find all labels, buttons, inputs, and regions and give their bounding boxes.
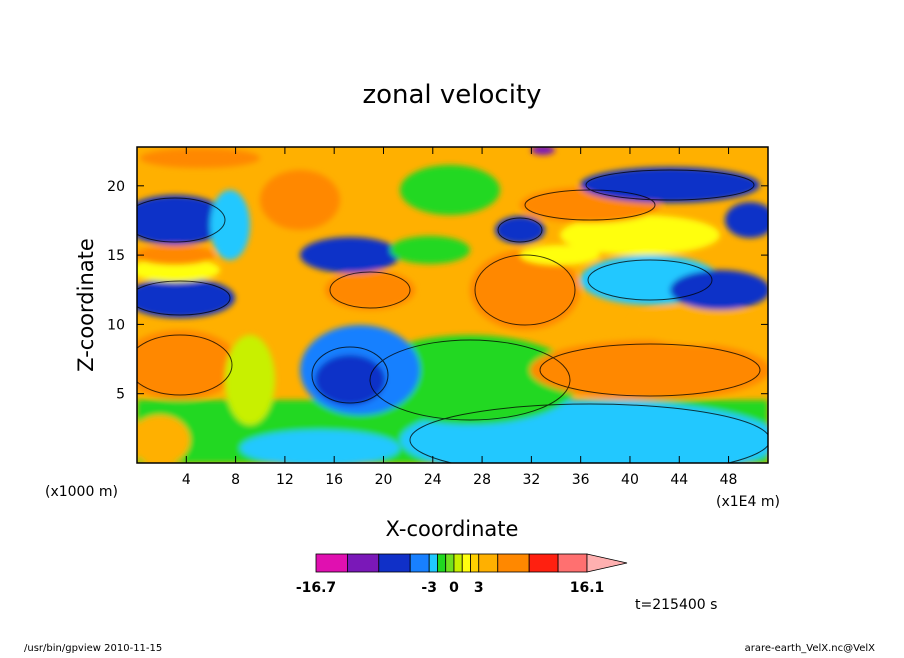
colorbar-segment bbox=[497, 553, 530, 573]
colorbar-tick-label: -3 bbox=[421, 580, 437, 596]
region-upper-blue-spot bbox=[495, 216, 545, 244]
x-tick-label: 48 bbox=[720, 472, 738, 488]
plot-frame bbox=[136, 146, 769, 464]
time-label: t=215400 s bbox=[635, 597, 717, 613]
region-mid-green-band bbox=[390, 236, 470, 264]
colorbar-segment bbox=[378, 553, 411, 573]
region-mid-yellow-band bbox=[520, 245, 600, 265]
contour-field bbox=[137, 147, 768, 463]
colorbar-segment bbox=[315, 553, 348, 573]
region-right-yellow bbox=[630, 305, 768, 345]
x-tick-label: 44 bbox=[670, 472, 688, 488]
colorbar-segment bbox=[428, 553, 438, 573]
x-axis: 4 8 12 16 20 24 28 32 36 40 44 48 bbox=[182, 147, 738, 488]
footer-left: /usr/bin/gpview 2010-11-15 bbox=[24, 643, 162, 654]
colorbar-segment bbox=[437, 553, 447, 573]
contour-lines bbox=[137, 169, 768, 463]
region-right-blue bbox=[670, 270, 768, 310]
colorbar-segment bbox=[470, 553, 480, 573]
region-upper-left-blue bbox=[137, 195, 230, 245]
region-left-yellow bbox=[225, 335, 275, 425]
colorbar-segment bbox=[478, 553, 499, 573]
chart-title: zonal velocity bbox=[362, 80, 541, 110]
colorbar-segment bbox=[409, 553, 430, 573]
y-tick-label: 15 bbox=[107, 248, 125, 264]
colorbar-tick-label: 0 bbox=[449, 580, 459, 596]
colorbar-segment bbox=[346, 553, 380, 573]
region-left-orange bbox=[137, 330, 240, 400]
region-right-yellow-band bbox=[560, 215, 720, 255]
x-unit-label: (x1E4 m) bbox=[716, 494, 780, 510]
x-tick-label: 8 bbox=[231, 472, 240, 488]
y-tick-label: 20 bbox=[107, 179, 125, 195]
region-top-blue bbox=[580, 167, 760, 203]
x-axis-title: X-coordinate bbox=[386, 517, 519, 541]
y-tick-label: 5 bbox=[116, 387, 125, 403]
colorbar-segment bbox=[557, 553, 588, 573]
x-tick-label: 28 bbox=[473, 472, 491, 488]
colorbar-tick-labels: -3 0 3 bbox=[421, 580, 483, 596]
colorbar-tick-label: 3 bbox=[474, 580, 484, 596]
region-top-right-blue bbox=[725, 202, 768, 238]
region-bottom-left-orange bbox=[137, 415, 190, 463]
region-left-blue-band bbox=[137, 278, 235, 318]
colorbar-max-label: 16.1 bbox=[570, 580, 605, 596]
colorbar-min-label: -16.7 bbox=[296, 580, 336, 596]
x-tick-label: 20 bbox=[375, 472, 393, 488]
colorbar-extend-arrow bbox=[586, 553, 628, 573]
footer-right: arare-earth_VelX.nc@VelX bbox=[745, 643, 876, 654]
x-tick-label: 16 bbox=[325, 472, 343, 488]
region-center-right-orange bbox=[470, 250, 580, 330]
colorbar-segment bbox=[453, 553, 463, 573]
colorbar-segment bbox=[445, 553, 455, 573]
colorbar-segment bbox=[528, 553, 559, 573]
x-tick-label: 24 bbox=[424, 472, 442, 488]
region-mid-darkblue bbox=[315, 355, 385, 405]
region-upper-left-cyan bbox=[210, 190, 250, 260]
region-top-strip-orange bbox=[140, 148, 260, 168]
x-tick-label: 32 bbox=[522, 472, 540, 488]
x-tick-label: 40 bbox=[621, 472, 639, 488]
region-top-green bbox=[400, 165, 500, 215]
region-right-orange bbox=[530, 340, 768, 400]
x-tick-label: 4 bbox=[182, 472, 191, 488]
region-left-orange-band bbox=[137, 245, 215, 265]
colorbar-segment bbox=[461, 553, 471, 573]
colorbar bbox=[315, 553, 628, 573]
region-top-left-orange bbox=[260, 170, 340, 230]
region-center-orange bbox=[325, 270, 415, 310]
x-tick-label: 36 bbox=[572, 472, 590, 488]
y-unit-label: (x1000 m) bbox=[45, 484, 118, 500]
x-tick-label: 12 bbox=[276, 472, 294, 488]
y-axis: 5 10 15 20 bbox=[107, 179, 768, 403]
y-axis-title: Z-coordinate bbox=[74, 238, 98, 372]
region-bottom-cyan-left bbox=[240, 430, 400, 463]
y-tick-label: 10 bbox=[107, 317, 125, 333]
region-top-purple bbox=[531, 147, 555, 155]
region-center-blue bbox=[300, 237, 400, 273]
velocity-regions bbox=[137, 147, 768, 463]
